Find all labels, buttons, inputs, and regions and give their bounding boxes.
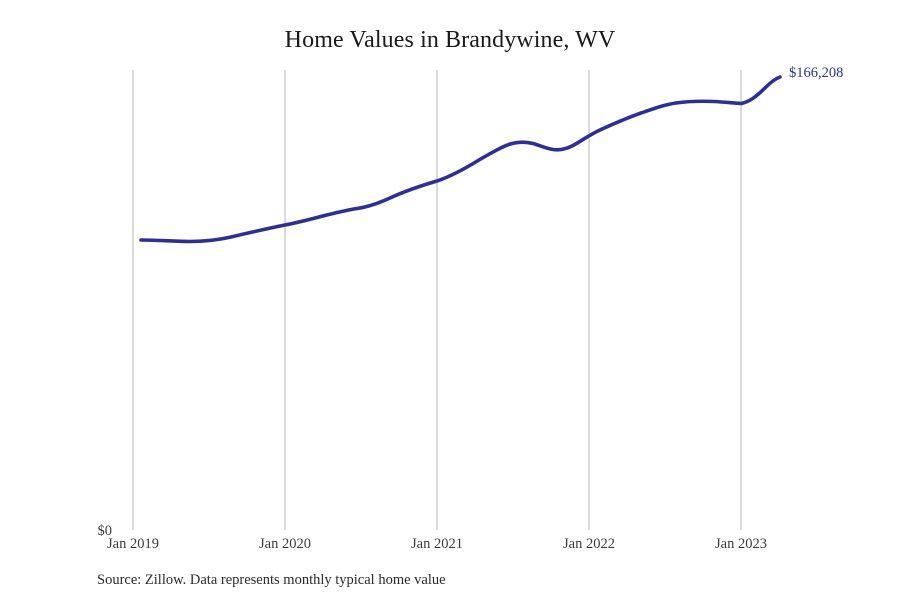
x-tick-label-jan-2022: Jan 2022 — [563, 536, 615, 552]
source-note: Source: Zillow. Data represents monthly … — [97, 572, 446, 588]
chart-title: Home Values in Brandywine, WV — [284, 27, 616, 53]
x-tick-label-jan-2019: Jan 2019 — [107, 536, 159, 552]
x-tick-label-jan-2020: Jan 2020 — [259, 536, 311, 552]
y-axis-zero-label: $0 — [97, 523, 113, 539]
gridlines — [132, 70, 742, 530]
x-tick-label-jan-2023: Jan 2023 — [715, 536, 767, 552]
end-value-annotation: $166,208 — [789, 65, 844, 81]
home-value-line — [139, 75, 782, 244]
x-tick-label-jan-2021: Jan 2021 — [411, 536, 463, 552]
